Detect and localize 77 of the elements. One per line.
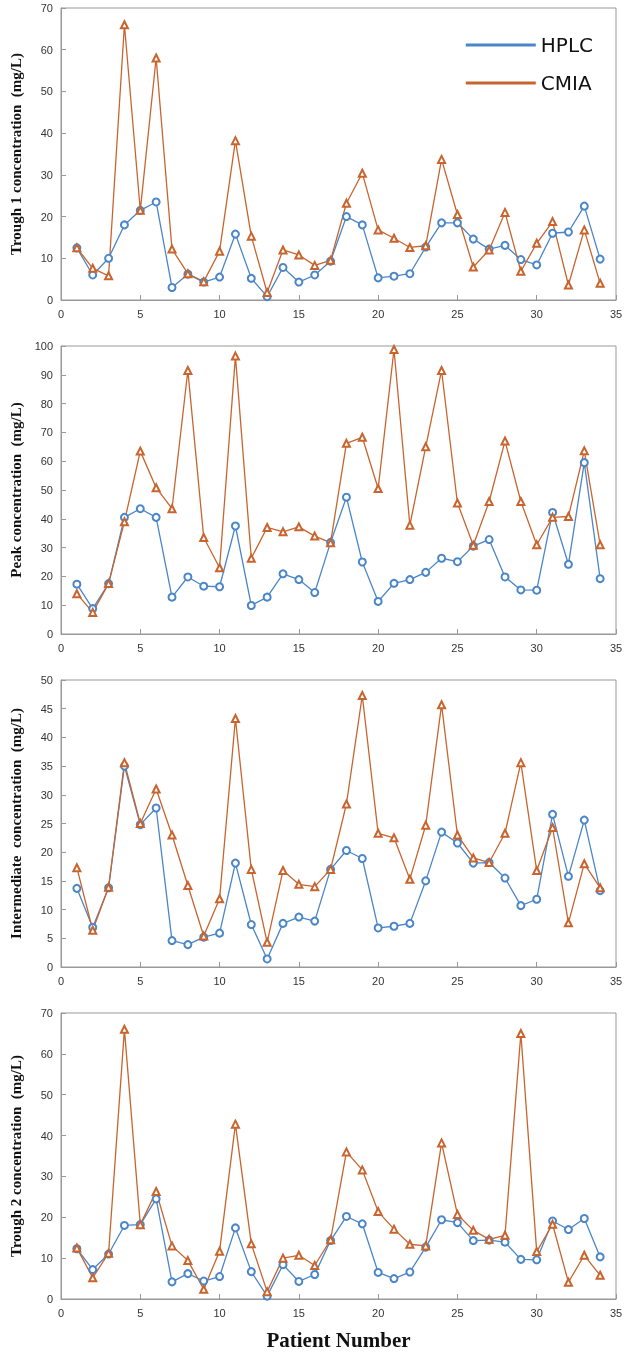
x-tick-label: 0: [57, 974, 65, 987]
y-axis-title: Trough 1 concentration (mg/L): [7, 53, 25, 255]
y-tick-label: 100: [34, 340, 53, 352]
x-tick-label: 20: [372, 1306, 385, 1319]
legend-label: CMIA: [540, 71, 592, 95]
x-tick-label: 15: [292, 1306, 305, 1319]
y-tick-label: 40: [40, 127, 53, 140]
y-tick-label: 20: [40, 210, 53, 223]
x-tick-label: 20: [372, 974, 385, 987]
y-tick-label: 70: [40, 1007, 53, 1019]
y-tick-label: 0: [46, 1293, 53, 1305]
x-tick-label: 30: [530, 974, 543, 987]
x-axis-title: Patient Number: [266, 1327, 411, 1352]
y-tick-label: 15: [40, 874, 53, 887]
x-tick-label: 5: [137, 641, 144, 654]
y-tick-label: 0: [46, 628, 53, 640]
x-tick-label: 35: [609, 641, 623, 654]
y-tick-label: 50: [40, 85, 53, 98]
x-tick-label: 35: [609, 974, 623, 987]
y-tick-label: 50: [40, 674, 53, 686]
x-tick-label: 15: [292, 307, 305, 320]
x-tick-label: 30: [530, 307, 543, 320]
y-tick-label: 45: [40, 702, 53, 715]
y-tick-label: 30: [40, 541, 53, 554]
x-tick-label: 15: [292, 641, 305, 654]
x-tick-label: 5: [137, 974, 144, 987]
y-tick-label: 80: [40, 397, 53, 410]
y-tick-label: 90: [40, 368, 53, 381]
y-tick-label: 50: [40, 1088, 53, 1101]
x-tick-label: 20: [372, 307, 385, 320]
x-tick-label: 15: [292, 974, 305, 987]
x-tick-label: 10: [213, 974, 226, 987]
x-tick-label: 25: [451, 641, 464, 654]
y-axis-title: Trough 2 concentration (mg/L): [7, 1055, 25, 1257]
y-tick-label: 20: [40, 846, 53, 859]
y-tick-label: 60: [40, 1047, 53, 1060]
x-tick-label: 10: [213, 641, 226, 654]
x-tick-label: 0: [57, 307, 65, 320]
y-tick-label: 40: [40, 512, 53, 525]
y-tick-label: 20: [40, 570, 53, 583]
x-tick-label: 0: [57, 641, 65, 654]
y-axis-title: Peak concentration (mg/L): [7, 402, 25, 578]
y-tick-label: 70: [40, 2, 53, 14]
x-tick-label: 20: [372, 641, 385, 654]
y-tick-label: 30: [40, 168, 53, 181]
y-tick-label: 40: [40, 1129, 53, 1142]
y-tick-label: 0: [46, 294, 53, 306]
x-tick-label: 30: [530, 641, 543, 654]
x-tick-label: 35: [609, 1306, 623, 1319]
legend-label: HPLC: [540, 33, 594, 57]
x-tick-label: 25: [451, 307, 464, 320]
x-tick-label: 5: [137, 1306, 144, 1319]
y-tick-label: 30: [40, 788, 53, 801]
x-tick-label: 25: [451, 974, 464, 987]
y-tick-label: 10: [40, 252, 53, 265]
x-tick-label: 10: [213, 1306, 226, 1319]
y-tick-label: 10: [40, 903, 53, 916]
x-tick-label: 0: [57, 1306, 65, 1319]
y-tick-label: 0: [46, 961, 53, 973]
x-tick-label: 10: [213, 307, 226, 320]
y-tick-label: 40: [40, 731, 53, 744]
y-tick-label: 30: [40, 1170, 53, 1183]
y-tick-label: 60: [40, 455, 53, 468]
y-tick-label: 25: [40, 817, 53, 830]
x-tick-label: 5: [137, 307, 144, 320]
y-tick-label: 60: [40, 43, 53, 56]
y-tick-label: 20: [40, 1211, 53, 1224]
y-tick-label: 5: [46, 932, 53, 945]
y-tick-label: 10: [40, 599, 53, 612]
y-axis-title: Intermediate concentration (mg/L): [7, 708, 25, 939]
x-tick-label: 30: [530, 1306, 543, 1319]
y-tick-label: 10: [40, 1252, 53, 1265]
y-tick-label: 50: [40, 484, 53, 496]
x-tick-label: 25: [451, 1306, 464, 1319]
y-tick-label: 35: [40, 760, 53, 773]
x-tick-label: 35: [609, 307, 623, 320]
y-tick-label: 70: [40, 426, 53, 439]
